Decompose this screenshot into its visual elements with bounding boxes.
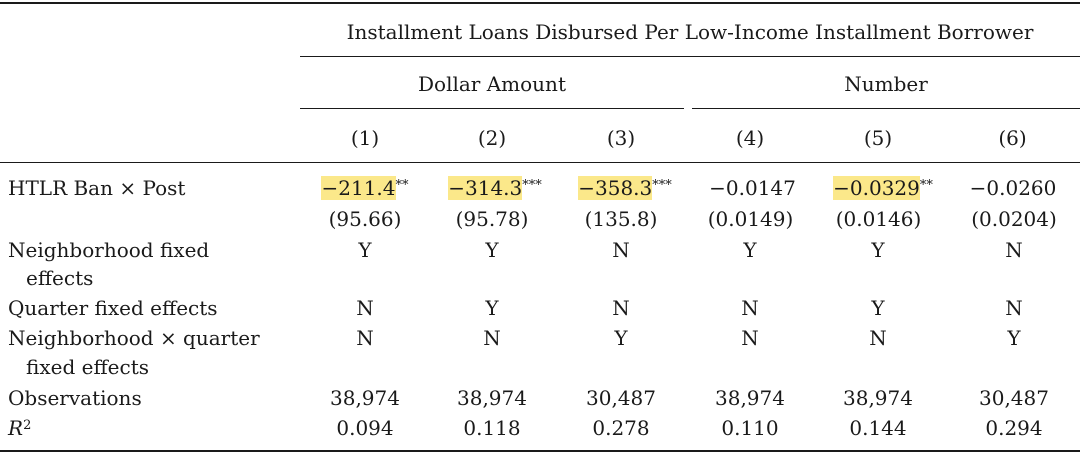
table-super-title: Installment Loans Disbursed Per Low-Inco…: [346, 20, 1034, 44]
column-header-6: (6): [998, 126, 1027, 150]
coef-stars-3: ***: [652, 178, 672, 193]
quarter-fe-1: N: [356, 296, 374, 320]
column-header-1: (1): [350, 126, 380, 150]
coef-value-1: −211.4: [321, 176, 396, 200]
coef-value-4: −0.0147: [709, 176, 796, 200]
column-header-4: (4): [735, 126, 765, 150]
row-label-neighborhood-quarter-fe: Neighborhood × quarter: [8, 326, 260, 350]
neighborhood-quarter-fe-2: N: [483, 326, 501, 350]
se-cell-2: (95.78): [455, 207, 529, 231]
quarter-fe-4: N: [741, 296, 759, 320]
neighborhood-fe-5: Y: [871, 238, 885, 262]
header-bottom-rule: [0, 162, 1080, 163]
r-squared-3: 0.278: [592, 416, 650, 440]
r-squared-5: 0.144: [849, 416, 907, 440]
group-rule-right: [692, 108, 1080, 109]
r-squared-2: 0.118: [463, 416, 521, 440]
quarter-fe-2: Y: [485, 296, 499, 320]
row-label-observations: Observations: [8, 386, 142, 410]
group-rule-left: [300, 108, 684, 109]
coef-stars-2: ***: [522, 178, 542, 193]
se-cell-6: (0.0204): [971, 207, 1057, 231]
r-squared-base: R: [8, 416, 24, 440]
coef-cell-6: −0.0260: [952, 176, 1074, 200]
coef-cell-2: −314.3***: [430, 176, 560, 200]
r-squared-4: 0.110: [721, 416, 779, 440]
row-label-neighborhood-quarter-fe-cont: fixed effects: [26, 355, 149, 379]
coef-cell-1: −211.4**: [300, 176, 430, 200]
neighborhood-fe-1: Y: [358, 238, 372, 262]
quarter-fe-5: Y: [871, 296, 885, 320]
bottom-rule: [0, 450, 1080, 452]
row-label-neighborhood-fe: Neighborhood fixed: [8, 238, 210, 262]
se-cell-5: (0.0146): [835, 207, 922, 231]
se-cell-4: (0.0149): [707, 207, 794, 231]
coef-value-3: −358.3: [578, 176, 653, 200]
observations-5: 38,974: [843, 386, 913, 410]
column-header-5: (5): [863, 126, 893, 150]
r-squared-exponent: 2: [23, 418, 32, 433]
coef-value-6: −0.0260: [969, 176, 1057, 200]
coef-value-2: −314.3: [448, 176, 523, 200]
coef-stars-1: **: [395, 178, 409, 193]
coef-value-5: −0.0329: [833, 176, 920, 200]
observations-4: 38,974: [715, 386, 785, 410]
r-squared-1: 0.094: [336, 416, 394, 440]
coef-stars-5: **: [919, 178, 933, 193]
quarter-fe-6: N: [1005, 296, 1023, 320]
observations-1: 38,974: [330, 386, 400, 410]
neighborhood-fe-4: Y: [743, 238, 757, 262]
neighborhood-fe-6: N: [1005, 238, 1023, 262]
column-header-3: (3): [606, 126, 636, 150]
row-label-neighborhood-fe-cont: effects: [26, 266, 94, 290]
neighborhood-quarter-fe-3: Y: [614, 326, 628, 350]
quarter-fe-3: N: [612, 296, 630, 320]
se-cell-3: (135.8): [584, 207, 658, 231]
row-label-quarter-fe: Quarter fixed effects: [8, 296, 218, 320]
group-header-dollar-amount: Dollar Amount: [418, 72, 566, 96]
neighborhood-quarter-fe-4: N: [741, 326, 759, 350]
super-title-rule: [300, 56, 1080, 57]
r-squared-6: 0.294: [985, 416, 1043, 440]
column-header-2: (2): [477, 126, 507, 150]
coef-cell-4: −0.0147: [690, 176, 815, 200]
neighborhood-fe-2: Y: [485, 238, 499, 262]
row-label-r-squared: R2: [8, 416, 31, 440]
observations-6: 30,487: [979, 386, 1049, 410]
row-label-htlr-ban-post: HTLR Ban × Post: [8, 176, 186, 200]
neighborhood-quarter-fe-1: N: [356, 326, 374, 350]
neighborhood-quarter-fe-5: N: [869, 326, 887, 350]
group-header-number: Number: [844, 72, 928, 96]
neighborhood-quarter-fe-6: Y: [1007, 326, 1021, 350]
top-rule: [0, 2, 1080, 4]
observations-3: 30,487: [586, 386, 656, 410]
coef-cell-3: −358.3***: [560, 176, 690, 200]
observations-2: 38,974: [457, 386, 527, 410]
neighborhood-fe-3: N: [612, 238, 630, 262]
se-cell-1: (95.66): [328, 207, 402, 231]
coef-cell-5: −0.0329**: [818, 176, 948, 200]
